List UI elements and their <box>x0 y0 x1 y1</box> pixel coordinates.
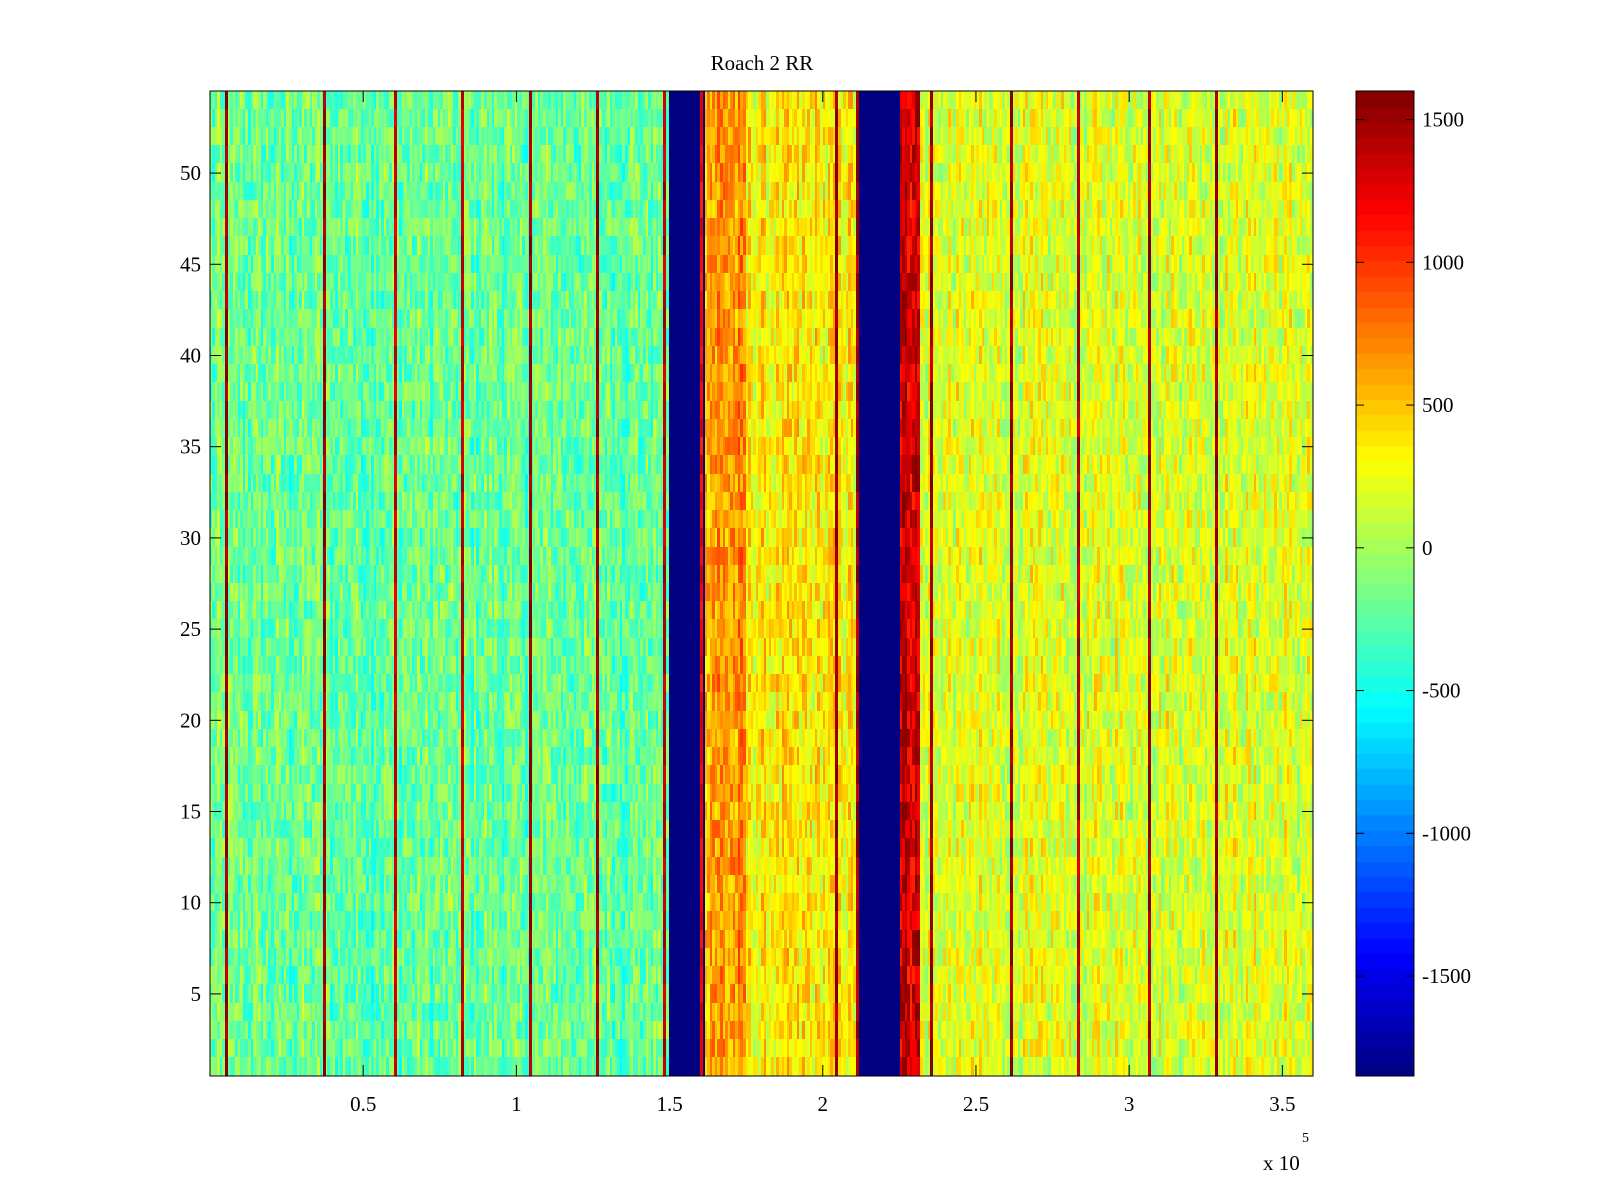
colorbar-tick-label: 1500 <box>1422 108 1464 132</box>
colorbar: -1500 -1000 -500 0 500 1000 1500 <box>1355 90 1471 1077</box>
colorbar-frame <box>1355 90 1415 1077</box>
y-tick-label: 50 <box>180 161 201 185</box>
colorbar-tick-label: 1000 <box>1422 250 1464 274</box>
y-tick-label: 10 <box>180 891 201 915</box>
colorbar-tick-label: 0 <box>1422 536 1433 560</box>
colorbar-tick-label: -1500 <box>1422 964 1471 988</box>
x-tick-label: 1.5 <box>656 1092 682 1116</box>
y-tick-label: 45 <box>180 252 201 276</box>
heatmap-raster-container <box>210 91 1313 1076</box>
y-tick-label: 40 <box>180 343 201 367</box>
colorbar-tick-label: -500 <box>1422 679 1461 703</box>
x-axis-multiplier-exponent: 5 <box>1302 1131 1309 1146</box>
colorbar-ticks: -1500 -1000 -500 0 500 1000 1500 <box>1356 108 1471 988</box>
x-tick-label: 1 <box>511 1092 522 1116</box>
y-axis: 5 10 15 20 25 30 35 40 45 50 <box>180 161 1313 1006</box>
colorbar-tick-label: 500 <box>1422 393 1454 417</box>
chart-title: Roach 2 RR <box>711 51 814 75</box>
plot-frame <box>209 90 1314 1077</box>
x-axis: 0.5 1 1.5 2 2.5 3 3.5 <box>350 91 1295 1116</box>
y-tick-label: 15 <box>180 800 201 824</box>
heatmap-image <box>210 91 1313 1076</box>
x-axis-multiplier: x 10 <box>1263 1151 1300 1175</box>
colorbar-gradient <box>1356 91 1414 1076</box>
y-tick-label: 5 <box>191 982 202 1006</box>
colorbar-tick-label: -1000 <box>1422 821 1471 845</box>
y-tick-label: 30 <box>180 526 201 550</box>
x-tick-label: 2.5 <box>963 1092 989 1116</box>
x-tick-label: 0.5 <box>350 1092 376 1116</box>
plot-area <box>209 90 1314 1077</box>
y-tick-label: 35 <box>180 435 201 459</box>
y-tick-label: 20 <box>180 708 201 732</box>
x-tick-label: 2 <box>818 1092 829 1116</box>
x-tick-label: 3 <box>1124 1092 1135 1116</box>
y-tick-label: 25 <box>180 617 201 641</box>
colorbar-gradient-container <box>1356 91 1414 1076</box>
x-tick-label: 3.5 <box>1269 1092 1295 1116</box>
